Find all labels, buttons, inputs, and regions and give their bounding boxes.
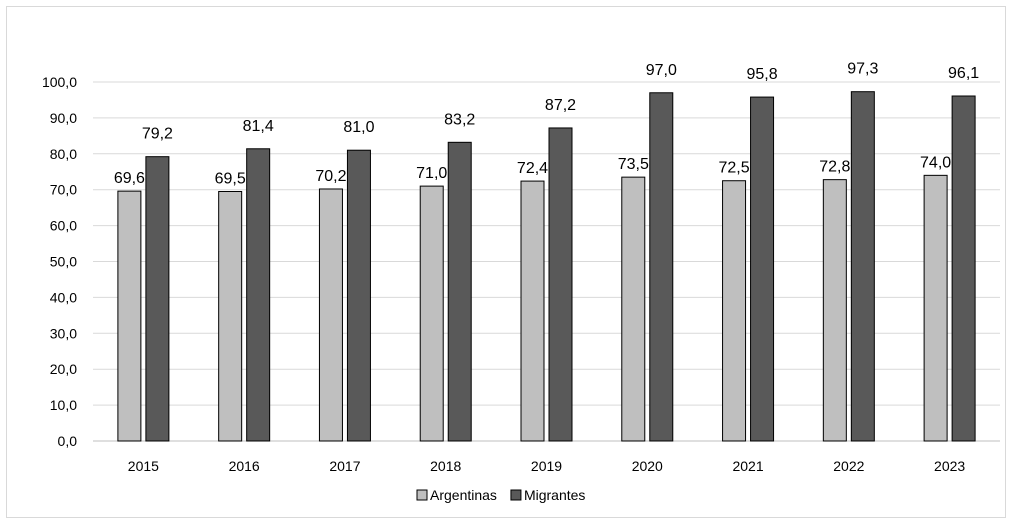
data-label-argentinas-2016: 69,5: [215, 170, 246, 187]
data-label-migrantes-2022: 97,3: [847, 61, 878, 78]
y-tick-label: 80,0: [50, 146, 77, 162]
bar-argentinas-2022: [822, 179, 847, 442]
x-tick-label: 2023: [934, 458, 965, 474]
data-label-migrantes-2021: 95,8: [746, 66, 777, 83]
bar-argentinas-2021: [722, 180, 747, 442]
bar-migrantes-2016: [246, 148, 271, 442]
gridlines: [93, 81, 1000, 442]
bar-migrantes-2015: [145, 156, 170, 442]
x-tick-label: 2018: [430, 458, 461, 474]
data-label-migrantes-2018: 83,2: [444, 111, 475, 128]
bar-argentinas-2017: [318, 188, 343, 442]
data-label-argentinas-2019: 72,4: [517, 160, 548, 177]
bar-argentinas-2020: [621, 176, 646, 442]
data-label-argentinas-2020: 73,5: [618, 156, 649, 173]
bar-argentinas-2018: [419, 185, 444, 442]
legend-label-migrantes: Migrantes: [524, 487, 585, 503]
y-tick-label: 30,0: [50, 325, 77, 341]
data-label-argentinas-2023: 74,0: [920, 154, 951, 171]
y-tick-label: 0,0: [58, 433, 78, 449]
y-tick-label: 100,0: [42, 74, 77, 90]
data-label-argentinas-2021: 72,5: [718, 160, 749, 177]
data-label-argentinas-2022: 72,8: [819, 159, 850, 176]
data-label-migrantes-2015: 79,2: [142, 126, 173, 143]
y-tick-label: 70,0: [50, 182, 77, 198]
legend-swatch-argentinas: [416, 489, 428, 501]
y-tick-label: 90,0: [50, 110, 77, 126]
x-tick-label: 2021: [732, 458, 763, 474]
data-label-argentinas-2017: 70,2: [315, 168, 346, 185]
bars: [117, 91, 976, 442]
bar-argentinas-2016: [218, 190, 243, 442]
y-tick-label: 20,0: [50, 361, 77, 377]
bar-migrantes-2021: [750, 96, 775, 442]
legend: Argentinas Migrantes: [416, 487, 585, 503]
y-tick-label: 60,0: [50, 218, 77, 234]
data-label-migrantes-2023: 96,1: [948, 65, 979, 82]
y-tick-label: 40,0: [50, 289, 77, 305]
x-tick-label: 2017: [329, 458, 360, 474]
bar-migrantes-2019: [548, 127, 573, 442]
bar-migrantes-2023: [951, 95, 976, 442]
y-tick-label: 50,0: [50, 254, 77, 270]
data-label-migrantes-2019: 87,2: [545, 97, 576, 114]
data-label-argentinas-2015: 69,6: [114, 170, 145, 187]
bar-migrantes-2020: [649, 92, 674, 442]
data-label-migrantes-2020: 97,0: [646, 62, 677, 79]
bar-argentinas-2019: [520, 180, 545, 442]
data-label-migrantes-2017: 81,0: [343, 119, 374, 136]
x-tick-label: 2016: [229, 458, 260, 474]
bar-argentinas-2015: [117, 190, 142, 442]
x-tick-label: 2020: [632, 458, 663, 474]
bar-migrantes-2018: [447, 141, 472, 442]
x-tick-label: 2015: [128, 458, 159, 474]
legend-swatch-migrantes: [510, 489, 522, 501]
bar-migrantes-2017: [346, 149, 371, 442]
bar-migrantes-2022: [850, 91, 875, 442]
data-label-argentinas-2018: 71,0: [416, 165, 447, 182]
y-tick-label: 10,0: [50, 397, 77, 413]
data-labels: 69,6 79,2 69,5 81,4 70,2 81,0 71,0 83,2 72,4 87,2…: [114, 61, 979, 188]
legend-label-argentinas: Argentinas: [430, 487, 497, 503]
x-axis: 2015 2016 2017 2018 2019 2020 2021 2022 2023: [128, 458, 966, 474]
bar-argentinas-2023: [923, 174, 948, 442]
x-tick-label: 2019: [531, 458, 562, 474]
data-label-migrantes-2016: 81,4: [243, 118, 274, 135]
x-tick-label: 2022: [833, 458, 864, 474]
y-axis: 0,0 10,0 20,0 30,0 40,0 50,0 60,0 70,0 80,0 90,0 1…: [42, 74, 77, 449]
